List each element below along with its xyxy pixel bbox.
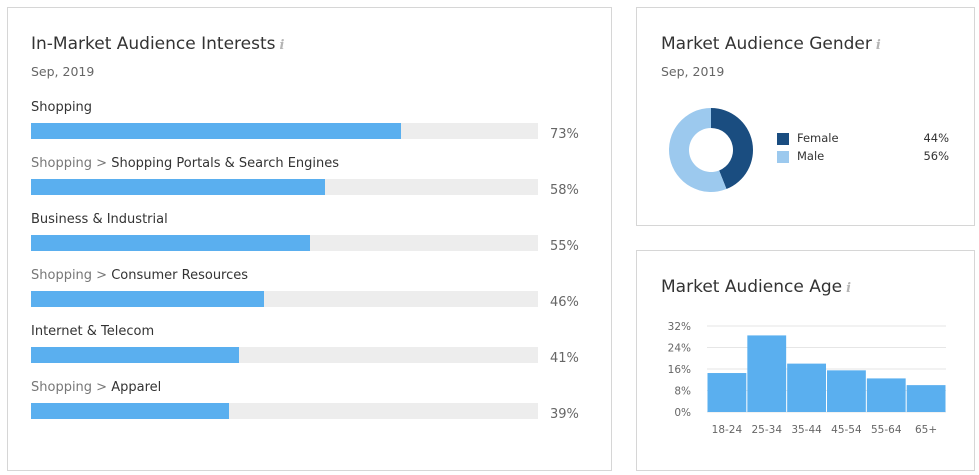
interest-value-label: 39%: [550, 407, 579, 422]
interest-parent-label[interactable]: Shopping >: [31, 380, 112, 395]
age-bar[interactable]: [707, 373, 747, 412]
info-icon[interactable]: i: [875, 38, 881, 53]
legend-item-male[interactable]: Male 56%: [777, 149, 949, 165]
gender-title: Market Audience Gender i: [661, 34, 881, 54]
legend-swatch: [777, 151, 789, 163]
interest-bar: [31, 235, 310, 251]
interest-value-label: 73%: [550, 127, 579, 142]
interest-label[interactable]: Business & Industrial: [31, 212, 168, 227]
legend-label: Female: [797, 131, 839, 145]
interest-bar-track: [31, 403, 538, 419]
gender-slice-female[interactable]: [711, 108, 753, 190]
interest-name[interactable]: Business & Industrial: [31, 212, 168, 227]
age-bar-chart: 0% 8% 16% 24% 32% 18-24 25-34 35-44 45-54 55-64 65…: [668, 321, 946, 436]
interest-value-label: 58%: [550, 183, 579, 198]
interest-value-label: 46%: [550, 295, 579, 310]
interest-label[interactable]: Shopping > Apparel: [31, 380, 161, 395]
y-tick-label: 32%: [668, 321, 691, 333]
interest-bar: [31, 179, 326, 195]
interest-label[interactable]: Shopping > Consumer Resources: [31, 268, 248, 283]
interest-row: Internet & Telecom 41%: [31, 324, 591, 374]
interests-title: In-Market Audience Interests i: [31, 34, 284, 54]
interest-bar: [31, 347, 239, 363]
gender-title-text: Market Audience Gender: [661, 34, 872, 54]
interest-name[interactable]: Shopping Portals & Search Engines: [111, 156, 340, 171]
interest-name[interactable]: Shopping: [31, 100, 93, 115]
y-tick-label: 24%: [668, 343, 691, 355]
interest-bar: [31, 291, 265, 307]
interests-card: In-Market Audience Interests i Sep, 2019 …: [7, 7, 612, 471]
interest-value-label: 41%: [550, 351, 579, 366]
y-tick-label: 16%: [668, 364, 691, 376]
y-tick-label: 8%: [674, 386, 691, 398]
interest-bar-track: [31, 123, 538, 139]
interest-bar: [31, 123, 402, 139]
interest-label[interactable]: Shopping: [31, 100, 92, 115]
age-title: Market Audience Age i: [661, 277, 851, 297]
gender-slice-male[interactable]: [669, 108, 727, 192]
x-tick-label: 45-54: [831, 424, 862, 436]
interest-bar-track: [31, 291, 538, 307]
interest-parent-label[interactable]: Shopping >: [31, 268, 112, 283]
interest-label[interactable]: Shopping > Shopping Portals & Search Eng…: [31, 156, 339, 171]
interest-row: Shopping 73%: [31, 100, 591, 150]
gender-donut-chart: [669, 108, 753, 192]
legend-item-female[interactable]: Female 44%: [777, 131, 949, 147]
interest-label[interactable]: Internet & Telecom: [31, 324, 154, 339]
interest-value-label: 55%: [550, 239, 579, 254]
interest-row: Business & Industrial 55%: [31, 212, 591, 262]
interests-date: Sep, 2019: [31, 64, 95, 79]
interest-bar-track: [31, 347, 538, 363]
interest-name[interactable]: Consumer Resources: [111, 268, 249, 283]
age-bar[interactable]: [906, 385, 946, 412]
age-title-text: Market Audience Age: [661, 277, 843, 297]
interest-row: Shopping > Consumer Resources 46%: [31, 268, 591, 318]
age-bar[interactable]: [747, 335, 787, 412]
legend-value: 44%: [923, 131, 949, 145]
x-tick-label: 35-44: [791, 424, 822, 436]
interest-name[interactable]: Internet & Telecom: [31, 324, 155, 339]
x-tick-label: 25-34: [751, 424, 782, 436]
x-tick-label: 18-24: [712, 424, 743, 436]
gender-date: Sep, 2019: [661, 64, 725, 79]
gender-card: Market Audience Gender i Sep, 2019 Female…: [636, 7, 975, 226]
interest-parent-label[interactable]: Shopping >: [31, 156, 112, 171]
y-tick-label: 0%: [674, 407, 691, 419]
age-bar[interactable]: [787, 363, 826, 412]
legend-swatch: [777, 133, 789, 145]
legend-label: Male: [797, 149, 825, 163]
interest-name[interactable]: Apparel: [111, 380, 162, 395]
x-tick-label: 55-64: [871, 424, 902, 436]
age-bar[interactable]: [827, 370, 866, 412]
x-tick-label: 65+: [915, 424, 937, 436]
age-card: Market Audience Age i 0% 8% 16% 24% 32% 18-24 2…: [636, 250, 975, 471]
interest-row: Shopping > Apparel 39%: [31, 380, 591, 430]
legend-value: 56%: [923, 149, 949, 163]
interests-title-text: In-Market Audience Interests: [31, 34, 276, 54]
info-icon[interactable]: i: [279, 38, 285, 53]
interest-row: Shopping > Shopping Portals & Search Eng…: [31, 156, 591, 206]
info-icon[interactable]: i: [846, 281, 852, 296]
interest-bar: [31, 403, 229, 419]
age-bar[interactable]: [866, 378, 906, 412]
interest-bar-track: [31, 179, 538, 195]
interest-bar-track: [31, 235, 538, 251]
